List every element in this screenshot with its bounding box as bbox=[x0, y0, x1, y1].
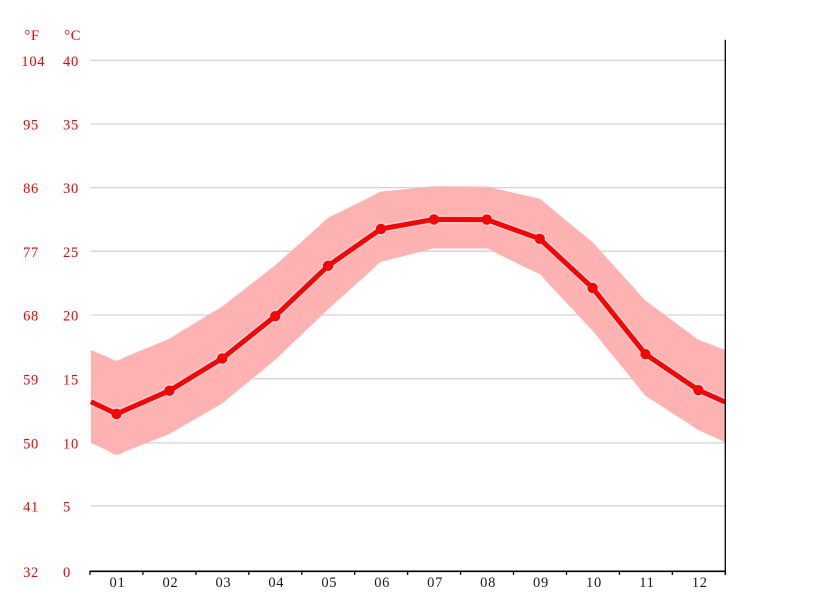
svg-text:10: 10 bbox=[63, 437, 79, 453]
svg-text:40: 40 bbox=[63, 54, 79, 70]
svg-text:02: 02 bbox=[162, 575, 178, 591]
svg-text:°C: °C bbox=[64, 28, 81, 44]
svg-text:07: 07 bbox=[427, 575, 443, 591]
svg-text:77: 77 bbox=[23, 245, 39, 261]
svg-text:12: 12 bbox=[692, 575, 708, 591]
svg-text:0: 0 bbox=[63, 565, 71, 581]
svg-text:04: 04 bbox=[268, 575, 284, 591]
svg-text:68: 68 bbox=[23, 309, 39, 325]
svg-text:104: 104 bbox=[21, 54, 45, 70]
svg-text:01: 01 bbox=[110, 575, 126, 591]
svg-text:30: 30 bbox=[63, 181, 79, 197]
svg-text:86: 86 bbox=[23, 181, 39, 197]
svg-text:05: 05 bbox=[321, 575, 337, 591]
svg-text:50: 50 bbox=[23, 437, 39, 453]
svg-text:06: 06 bbox=[374, 575, 390, 591]
svg-text:59: 59 bbox=[23, 372, 39, 388]
svg-text:35: 35 bbox=[63, 118, 79, 134]
svg-text:10: 10 bbox=[586, 575, 602, 591]
svg-text:08: 08 bbox=[480, 575, 496, 591]
svg-text:25: 25 bbox=[63, 245, 79, 261]
svg-text:03: 03 bbox=[215, 575, 231, 591]
svg-text:32: 32 bbox=[23, 565, 39, 581]
svg-text:11: 11 bbox=[639, 575, 654, 591]
svg-text:41: 41 bbox=[23, 500, 39, 516]
svg-text:5: 5 bbox=[63, 500, 71, 516]
svg-text:15: 15 bbox=[63, 372, 79, 388]
svg-text:20: 20 bbox=[63, 309, 79, 325]
svg-text:95: 95 bbox=[23, 118, 39, 134]
svg-text:°F: °F bbox=[25, 28, 40, 44]
svg-text:09: 09 bbox=[533, 575, 549, 591]
